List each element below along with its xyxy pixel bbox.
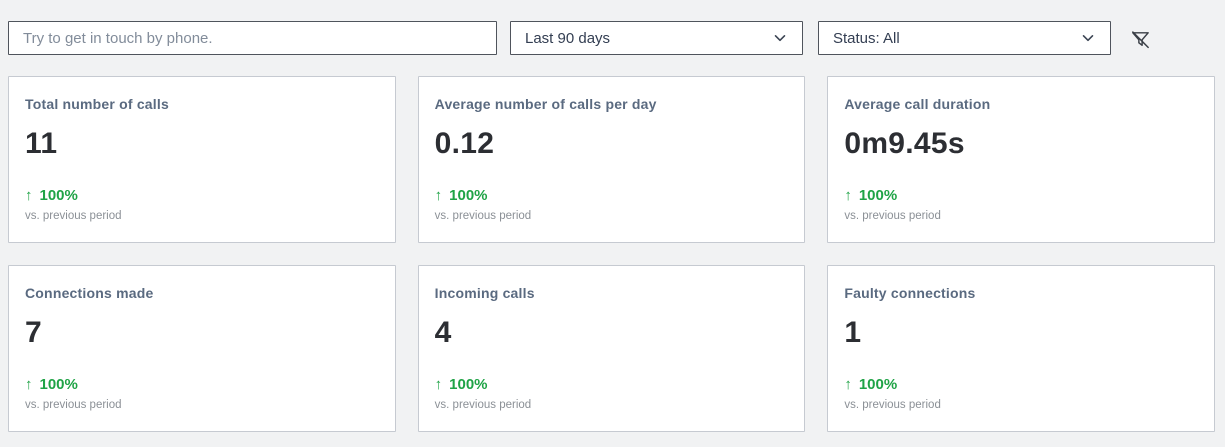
- filter-off-icon: [1129, 28, 1152, 51]
- clear-filters-button[interactable]: [1127, 26, 1153, 52]
- date-range-value: Last 90 days: [525, 29, 611, 47]
- chevron-down-icon: [772, 30, 788, 46]
- stat-card-avg-calls-per-day: Average number of calls per day 0.12 ↑ 1…: [417, 76, 806, 243]
- change-percent: 100%: [39, 187, 78, 204]
- stat-card-faulty-connections: Faulty connections 1 ↑ 100% vs. previous…: [827, 265, 1215, 432]
- stat-card-incoming-calls: Incoming calls 4 ↑ 100% vs. previous per…: [417, 265, 806, 432]
- arrow-up-icon: ↑: [844, 376, 852, 393]
- arrow-up-icon: ↑: [25, 376, 33, 393]
- card-title: Total number of calls: [25, 96, 169, 112]
- card-title: Incoming calls: [434, 285, 535, 301]
- card-value: 4: [434, 316, 452, 349]
- card-title: Average call duration: [844, 96, 991, 112]
- change-percent: 100%: [449, 187, 488, 204]
- card-value: 11: [25, 127, 58, 160]
- card-value: 0m9.45s: [844, 127, 965, 160]
- stat-card-total-calls: Total number of calls 11 ↑ 100% vs. prev…: [8, 76, 396, 243]
- card-value: 1: [844, 316, 862, 349]
- card-title: Faulty connections: [844, 285, 976, 301]
- arrow-up-icon: ↑: [434, 187, 443, 204]
- status-select[interactable]: Status: All: [818, 21, 1111, 55]
- stat-card-avg-duration: Average call duration 0m9.45s ↑ 100% vs.…: [827, 76, 1215, 243]
- arrow-up-icon: ↑: [844, 187, 852, 204]
- search-input[interactable]: [8, 21, 497, 55]
- card-title: Average number of calls per day: [434, 96, 657, 112]
- arrow-up-icon: ↑: [434, 376, 443, 393]
- comparison-label: vs. previous period: [25, 399, 122, 411]
- comparison-label: vs. previous period: [844, 399, 941, 411]
- change-percent: 100%: [449, 376, 488, 393]
- change-percent: 100%: [858, 376, 898, 393]
- change-percent: 100%: [858, 187, 898, 204]
- stat-card-connections-made: Connections made 7 ↑ 100% vs. previous p…: [8, 265, 396, 432]
- chevron-down-icon: [1080, 30, 1096, 46]
- card-change: ↑ 100%: [435, 376, 789, 393]
- card-change: ↑ 100%: [435, 187, 789, 204]
- comparison-label: vs. previous period: [434, 210, 532, 222]
- stats-grid: Total number of calls 11 ↑ 100% vs. prev…: [8, 76, 1215, 432]
- arrow-up-icon: ↑: [25, 187, 33, 204]
- card-title: Connections made: [25, 285, 154, 301]
- card-change: ↑ 100%: [844, 376, 1198, 393]
- card-change: ↑ 100%: [25, 376, 379, 393]
- change-percent: 100%: [39, 376, 78, 393]
- date-range-select[interactable]: Last 90 days: [510, 21, 803, 55]
- status-value: Status: All: [833, 29, 900, 47]
- comparison-label: vs. previous period: [434, 399, 532, 411]
- card-value: 7: [25, 316, 42, 349]
- comparison-label: vs. previous period: [844, 210, 941, 222]
- comparison-label: vs. previous period: [25, 210, 122, 222]
- card-value: 0.12: [434, 127, 495, 160]
- card-change: ↑ 100%: [25, 187, 379, 204]
- card-change: ↑ 100%: [844, 187, 1198, 204]
